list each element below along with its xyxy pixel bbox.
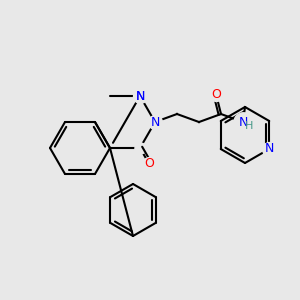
Text: N: N [135, 89, 145, 103]
Text: H: H [245, 121, 253, 131]
Text: N: N [265, 142, 274, 155]
Text: O: O [144, 157, 154, 170]
Text: N: N [135, 89, 145, 103]
Text: N: N [150, 116, 160, 128]
Text: O: O [211, 88, 221, 100]
Text: N: N [238, 116, 248, 128]
